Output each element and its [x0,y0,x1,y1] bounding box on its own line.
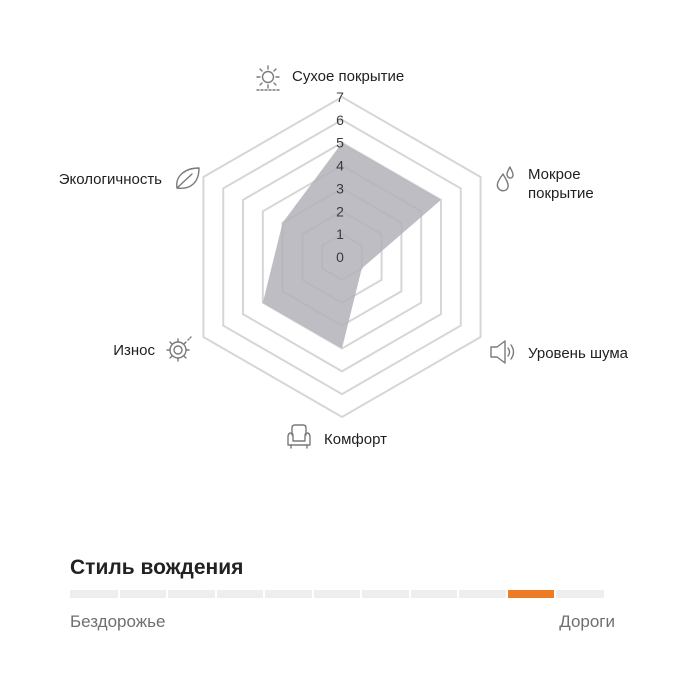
offroad-label: Бездорожье [70,612,166,631]
tick-label-1: 1 [336,226,344,242]
tick-label-2: 2 [336,203,344,219]
axis-label-dry: Сухое покрытие [292,68,404,85]
driving-style-ends: Бездорожье Дороги [70,612,615,636]
scale-divider [554,590,557,598]
radar-tick-labels: 0 1 2 3 4 5 6 7 [336,89,344,265]
tick-label-0: 0 [336,249,344,265]
tick-label-5: 5 [336,135,344,151]
sun-icon [256,65,280,91]
grid-ring-6 [222,118,462,396]
radar-data-area [262,142,441,349]
scale-divider [457,590,460,598]
wear-gear-icon [166,336,192,362]
scale-divider [311,590,314,598]
axis-label-noise: Уровень шума [528,345,629,362]
axis-label-wear: Износ [113,342,155,359]
scale-divider [263,590,266,598]
driving-style-section: Стиль вождения Бездорожье Дороги [70,553,615,636]
scale-divider [166,590,169,598]
tick-label-7: 7 [336,89,344,105]
scale-divider [214,590,217,598]
speaker-icon [490,340,515,364]
tick-label-4: 4 [336,158,344,174]
axis-label-wet-line2: покрытие [528,185,594,202]
water-drops-icon [496,166,514,192]
leaf-icon [176,167,200,189]
axis-label-comfort: Комфорт [324,431,387,448]
driving-style-indicator [507,590,555,598]
scale-divider [117,590,120,598]
driving-style-title: Стиль вождения [70,556,244,579]
grid-ring-7 [202,95,482,419]
scale-divider [360,590,363,598]
radar-chart: 0 1 2 3 4 5 6 7 [59,65,629,449]
scale-divider [505,590,508,598]
tick-label-6: 6 [336,112,344,128]
roads-label: Дороги [559,612,615,631]
armchair-icon [287,424,311,449]
tick-label-3: 3 [336,180,344,196]
axis-label-eco: Экологичность [59,171,162,188]
driving-style-scale [70,590,604,598]
scale-divider [408,590,411,598]
axis-label-wet-line1: Мокрое [528,166,581,183]
